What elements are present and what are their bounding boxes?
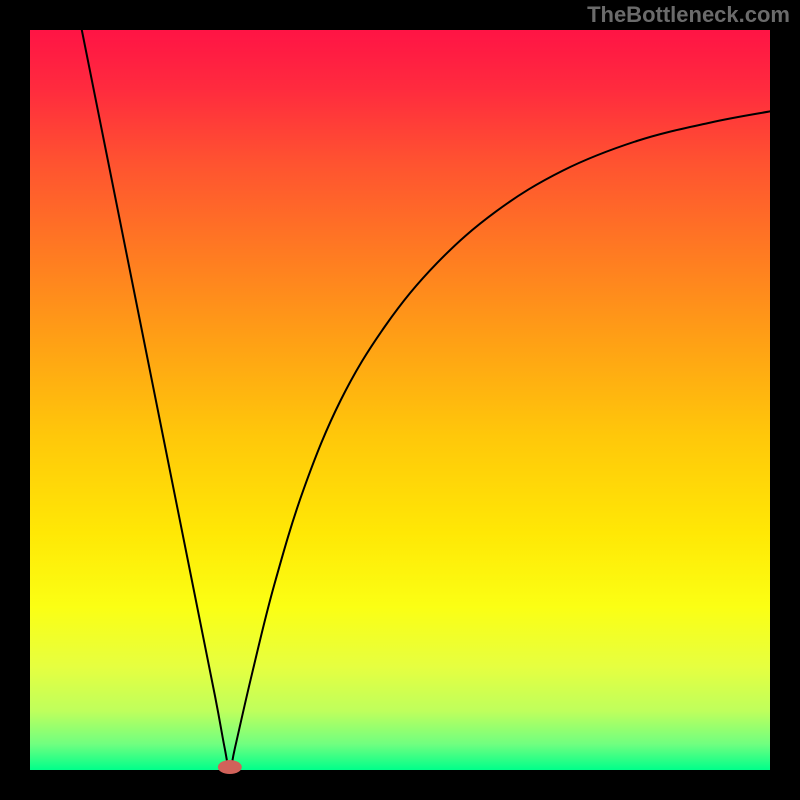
chart-background: [30, 30, 770, 770]
optimum-marker: [218, 760, 242, 774]
bottleneck-chart: [0, 0, 800, 800]
attribution-label: TheBottleneck.com: [587, 2, 790, 28]
